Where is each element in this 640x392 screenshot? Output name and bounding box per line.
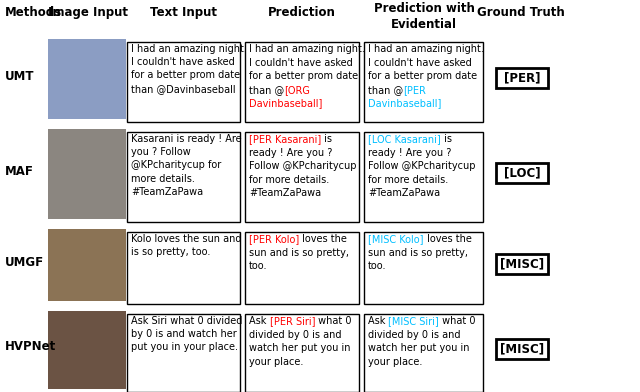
- Bar: [127, 232, 240, 304]
- Text: your place.: your place.: [249, 357, 303, 367]
- Text: HVPNet: HVPNet: [5, 341, 56, 354]
- Bar: [127, 42, 240, 122]
- Text: ready ! Are you ?: ready ! Are you ?: [368, 148, 451, 158]
- Text: what 0: what 0: [439, 316, 476, 326]
- Text: watch her put you in: watch her put you in: [249, 343, 351, 353]
- Text: too.: too.: [249, 261, 268, 271]
- Text: UMT: UMT: [5, 69, 35, 82]
- Text: #TeamZaPawa: #TeamZaPawa: [249, 189, 321, 198]
- Text: [PER Kolo]: [PER Kolo]: [249, 234, 300, 244]
- Bar: [245, 42, 359, 122]
- Text: Prediction: Prediction: [268, 6, 336, 19]
- Text: sun and is so pretty,: sun and is so pretty,: [249, 248, 349, 258]
- Text: [MISC]: [MISC]: [500, 343, 544, 356]
- Bar: [48, 129, 126, 219]
- Text: [MISC Siri]: [MISC Siri]: [388, 316, 439, 326]
- Bar: [127, 314, 240, 392]
- Text: Prediction with
Evidential: Prediction with Evidential: [374, 2, 474, 31]
- Bar: [364, 42, 483, 122]
- Bar: [48, 311, 126, 389]
- Text: divided by 0 is and: divided by 0 is and: [368, 330, 461, 339]
- Text: [LOC Kasarani]: [LOC Kasarani]: [368, 134, 441, 144]
- Text: divided by 0 is and: divided by 0 is and: [249, 330, 342, 339]
- Text: loves the: loves the: [424, 234, 472, 244]
- Bar: [496, 254, 548, 274]
- Text: [PER Kasarani]: [PER Kasarani]: [249, 134, 321, 144]
- Text: Follow @KPcharitycup: Follow @KPcharitycup: [249, 161, 356, 171]
- Text: Image Input: Image Input: [48, 6, 128, 19]
- Text: Methods: Methods: [5, 6, 62, 19]
- Text: [ORG: [ORG: [284, 85, 310, 95]
- Bar: [496, 68, 548, 88]
- Text: Kasarani is ready ! Are
you ? Follow
@KPcharitycup for
more details.
#TeamZaPawa: Kasarani is ready ! Are you ? Follow @KP…: [131, 134, 242, 197]
- Bar: [127, 132, 240, 222]
- Text: Ask: Ask: [368, 316, 388, 326]
- Text: Davinbaseball]: Davinbaseball]: [249, 98, 323, 109]
- Text: UMGF: UMGF: [5, 256, 44, 269]
- Text: sun and is so pretty,: sun and is so pretty,: [368, 248, 468, 258]
- Text: [PER Siri]: [PER Siri]: [269, 316, 315, 326]
- Text: than @: than @: [368, 85, 403, 95]
- Text: MAF: MAF: [5, 165, 34, 178]
- Bar: [245, 232, 359, 304]
- Text: for a better prom date: for a better prom date: [249, 71, 358, 81]
- Text: for more details.: for more details.: [249, 175, 329, 185]
- Text: Davinbaseball]: Davinbaseball]: [368, 98, 442, 109]
- Text: than @: than @: [249, 85, 284, 95]
- Bar: [245, 132, 359, 222]
- Text: Follow @KPcharitycup: Follow @KPcharitycup: [368, 161, 476, 171]
- Text: Kolo loves the sun and
is so pretty, too.: Kolo loves the sun and is so pretty, too…: [131, 234, 241, 257]
- Text: Ask: Ask: [249, 316, 269, 326]
- Bar: [48, 39, 126, 119]
- Text: is: is: [441, 134, 452, 144]
- Text: for more details.: for more details.: [368, 175, 448, 185]
- Text: [MISC]: [MISC]: [500, 258, 544, 270]
- Text: too.: too.: [368, 261, 387, 271]
- Text: Ground Truth: Ground Truth: [477, 6, 565, 19]
- Text: loves the: loves the: [300, 234, 347, 244]
- Text: watch her put you in: watch her put you in: [368, 343, 470, 353]
- Text: what 0: what 0: [315, 316, 351, 326]
- Bar: [48, 229, 126, 301]
- Bar: [364, 314, 483, 392]
- Text: for a better prom date: for a better prom date: [368, 71, 477, 81]
- Bar: [364, 132, 483, 222]
- Text: [PER]: [PER]: [504, 71, 540, 85]
- Text: Ask Siri what 0 divided
by 0 is and watch her
put you in your place.: Ask Siri what 0 divided by 0 is and watc…: [131, 316, 243, 352]
- Bar: [496, 339, 548, 359]
- Text: [PER: [PER: [403, 85, 426, 95]
- Text: [MISC Kolo]: [MISC Kolo]: [368, 234, 424, 244]
- Text: is: is: [321, 134, 332, 144]
- Text: ready ! Are you ?: ready ! Are you ?: [249, 148, 332, 158]
- Text: I couldn't have asked: I couldn't have asked: [249, 58, 353, 67]
- Text: #TeamZaPawa: #TeamZaPawa: [368, 189, 440, 198]
- Bar: [245, 314, 359, 392]
- Bar: [496, 163, 548, 183]
- Text: I had an amazing night.: I had an amazing night.: [368, 44, 484, 54]
- Text: I had an amazing night.
I couldn't have asked
for a better prom date
than @Davin: I had an amazing night. I couldn't have …: [131, 44, 247, 94]
- Text: I couldn't have asked: I couldn't have asked: [368, 58, 472, 67]
- Text: [LOC]: [LOC]: [504, 167, 540, 180]
- Text: I had an amazing night.: I had an amazing night.: [249, 44, 365, 54]
- Text: Text Input: Text Input: [150, 6, 218, 19]
- Text: your place.: your place.: [368, 357, 422, 367]
- Bar: [364, 232, 483, 304]
